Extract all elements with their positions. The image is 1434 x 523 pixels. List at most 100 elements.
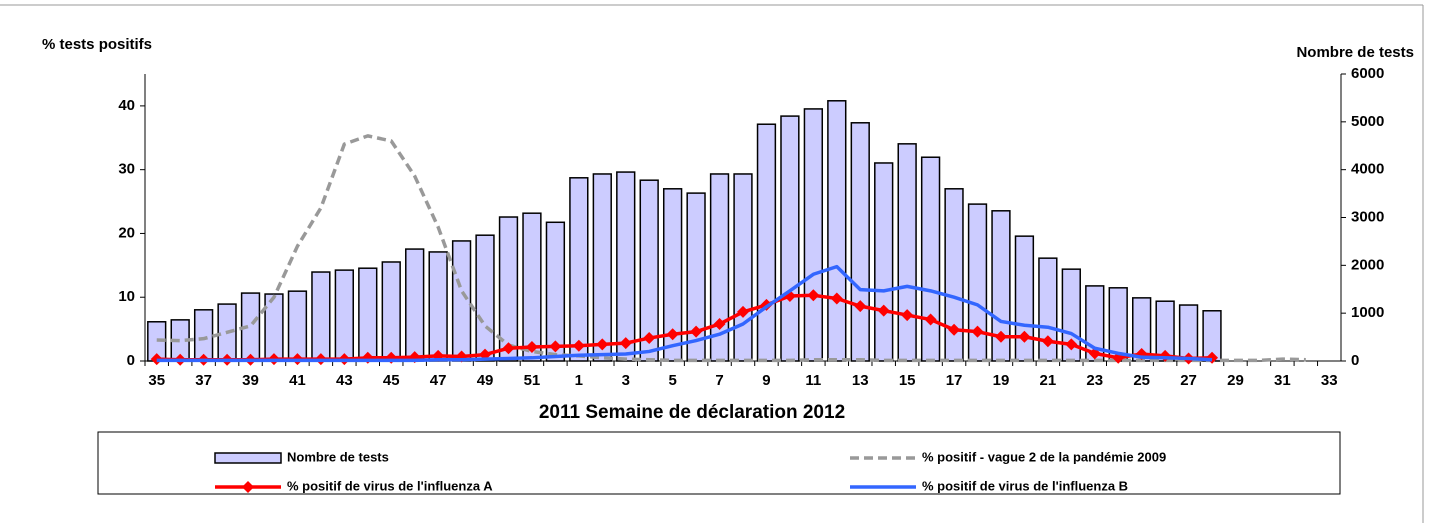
- y2-tick-label: 2000: [1351, 256, 1384, 273]
- marker: [854, 300, 867, 313]
- bar: [264, 293, 284, 362]
- bar: [662, 188, 683, 362]
- legend-label: % positif - vague 2 de la pandémie 2009: [922, 449, 1166, 464]
- bar: [897, 143, 917, 362]
- x-tick-label: 37: [195, 372, 212, 389]
- y2-tick-label: 1000: [1351, 304, 1384, 321]
- bar: [756, 123, 777, 362]
- marker: [572, 339, 585, 352]
- y2-tick-label: 5000: [1351, 113, 1384, 130]
- legend-label: % positif de virus de l'influenza A: [287, 478, 493, 493]
- bar: [850, 122, 870, 362]
- y-axis-title: % tests positifs: [42, 36, 152, 53]
- legend-marker: [242, 481, 254, 493]
- bar: [475, 234, 495, 362]
- x-tick-label: 23: [1086, 372, 1103, 389]
- marker: [901, 309, 914, 322]
- bar: [498, 216, 519, 362]
- marker: [1018, 330, 1031, 343]
- marker: [525, 340, 538, 353]
- x-tick-label: 43: [336, 372, 353, 389]
- bar: [803, 108, 824, 362]
- x-tick-label: 35: [148, 372, 165, 389]
- y2-tick-label: 0: [1351, 352, 1359, 369]
- bar: [287, 290, 308, 362]
- x-tick-label: 7: [715, 372, 723, 389]
- marker: [1065, 338, 1078, 351]
- bar: [967, 203, 988, 362]
- bar: [1108, 287, 1128, 362]
- marker: [830, 292, 843, 305]
- x-tick-label: 39: [242, 372, 259, 389]
- y2-tick-label: 6000: [1351, 65, 1384, 82]
- bar: [311, 271, 331, 362]
- marker: [713, 318, 726, 331]
- bar: [428, 251, 448, 362]
- bar: [733, 173, 753, 362]
- bar: [334, 269, 354, 362]
- marker: [619, 337, 632, 350]
- marker: [971, 325, 984, 338]
- x-tick-label: 33: [1321, 372, 1338, 389]
- marker: [948, 323, 961, 336]
- marker: [807, 289, 820, 302]
- y-tick-label: 0: [127, 352, 135, 369]
- marker: [666, 328, 679, 341]
- bar: [1038, 257, 1058, 362]
- bar: [920, 156, 941, 362]
- bar: [874, 162, 894, 362]
- x-tick-label: 41: [289, 372, 306, 389]
- x-tick-label: 29: [1227, 372, 1244, 389]
- x-tick-label: 15: [899, 372, 916, 389]
- line: [156, 134, 1306, 363]
- bar: [358, 267, 378, 362]
- bar: [827, 100, 847, 362]
- x-tick-label: 19: [993, 372, 1010, 389]
- y-tick-label: 30: [118, 161, 135, 178]
- legend-box: [97, 431, 1341, 495]
- x-tick-label: 13: [852, 372, 869, 389]
- bar: [405, 248, 425, 362]
- marker: [690, 325, 703, 338]
- legend-label: Nombre de tests: [287, 449, 389, 464]
- marker: [502, 342, 515, 355]
- x-tick-label: 17: [946, 372, 963, 389]
- marker: [549, 340, 562, 353]
- x-tick-label: 1: [575, 372, 583, 389]
- bar: [616, 171, 636, 362]
- x-tick-label: 49: [477, 372, 494, 389]
- marker: [1041, 335, 1054, 348]
- x-tick-label: 47: [430, 372, 447, 389]
- bar: [545, 221, 566, 362]
- y2-axis-title: Nombre de tests: [1296, 44, 1414, 61]
- x-tick-label: 27: [1180, 372, 1197, 389]
- marker: [596, 338, 609, 351]
- x-tick-label: 3: [622, 372, 630, 389]
- legend-swatch: [214, 452, 282, 464]
- y2-tick-label: 3000: [1351, 208, 1384, 225]
- marker: [994, 330, 1007, 343]
- x-tick-label: 31: [1274, 372, 1291, 389]
- bar: [592, 173, 612, 362]
- bar: [522, 212, 542, 362]
- line: [156, 264, 1213, 363]
- x-tick-label: 9: [762, 372, 770, 389]
- y-tick-label: 40: [118, 97, 135, 114]
- x-tick-label: 5: [668, 372, 676, 389]
- marker: [737, 305, 749, 318]
- y-tick-label: 10: [118, 288, 135, 305]
- marker: [877, 304, 890, 317]
- bar: [193, 309, 214, 362]
- x-axis-title: 2011 Semaine de déclaration 2012: [539, 402, 845, 423]
- bar: [451, 240, 472, 362]
- bar: [569, 177, 589, 362]
- x-tick-label: 25: [1133, 372, 1150, 389]
- x-tick-label: 45: [383, 372, 400, 389]
- bar: [381, 261, 401, 362]
- x-tick-label: 21: [1040, 372, 1057, 389]
- marker: [924, 313, 937, 326]
- x-tick-label: 11: [805, 372, 821, 389]
- x-tick-label: 51: [524, 372, 541, 389]
- marker: [643, 332, 656, 345]
